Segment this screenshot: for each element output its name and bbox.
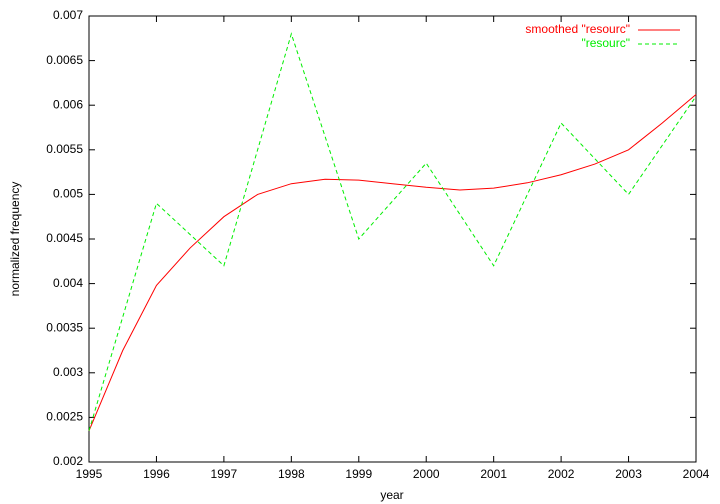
x-tick-label: 1996: [143, 467, 170, 481]
x-tick-label: 2002: [548, 467, 575, 481]
x-tick-label: 1997: [211, 467, 238, 481]
x-tick-label: 1998: [278, 467, 305, 481]
plot-frame: [88, 15, 697, 463]
x-tick-label: 2001: [480, 467, 507, 481]
y-tick-label: 0.0055: [46, 142, 83, 156]
x-tick-label: 2003: [615, 467, 642, 481]
legend-label: smoothed "resourc": [525, 22, 630, 36]
y-axis-label: normalized frequency: [8, 182, 22, 297]
y-tick-label: 0.0035: [46, 320, 83, 334]
y-tick-label: 0.0025: [46, 410, 83, 424]
legend-label: "resourc": [581, 36, 630, 50]
y-tick-label: 0.003: [53, 365, 83, 379]
x-tick-label: 1995: [76, 467, 103, 481]
y-tick-label: 0.002: [53, 454, 83, 468]
x-axis-label: year: [380, 488, 403, 502]
x-tick-label: 2004: [683, 467, 710, 481]
y-tick-label: 0.005: [53, 187, 83, 201]
series-line: [88, 94, 697, 431]
y-tick-label: 0.007: [53, 8, 83, 22]
y-tick-label: 0.0045: [46, 231, 83, 245]
y-tick-label: 0.0065: [46, 53, 83, 67]
x-tick-label: 1999: [345, 467, 372, 481]
y-tick-label: 0.004: [53, 276, 83, 290]
y-tick-label: 0.006: [53, 97, 83, 111]
series-line: [88, 32, 697, 431]
x-tick-label: 2000: [413, 467, 440, 481]
